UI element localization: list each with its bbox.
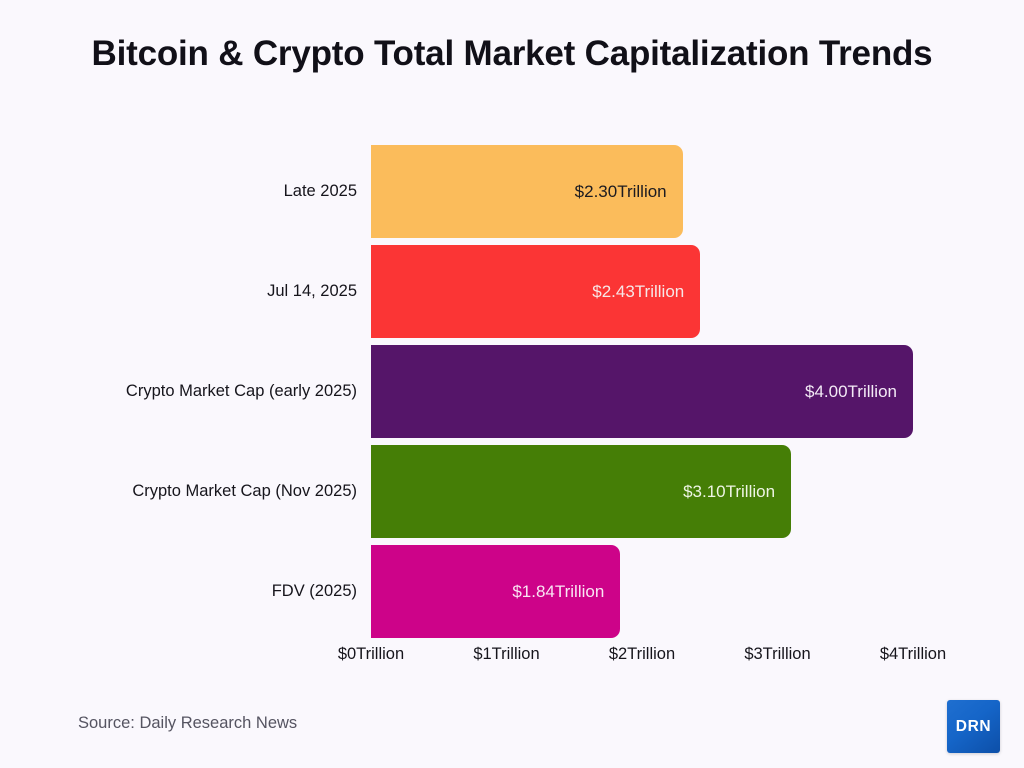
brand-logo-text: DRN (955, 717, 992, 735)
bar-value-label: $4.00Trillion (805, 381, 897, 401)
bar-row: Late 2025 $2.30Trillion (0, 145, 1024, 238)
bar[interactable]: $1.84Trillion (371, 545, 621, 638)
category-label: Crypto Market Cap (Nov 2025) (132, 482, 357, 500)
chart-title: Bitcoin & Crypto Total Market Capitaliza… (91, 34, 933, 73)
bar-row: Crypto Market Cap (early 2025) $4.00Trill… (0, 345, 1024, 438)
bar[interactable]: $2.30Trillion (371, 145, 683, 238)
bar-value-label: $3.10Trillion (683, 481, 776, 501)
category-label: Crypto Market Cap (early 2025) (125, 382, 357, 400)
x-axis-tick-label: $2Trillion (608, 645, 676, 663)
x-axis-tick-label: $4Trillion (879, 645, 947, 663)
bar-value-label: $2.43Trillion (592, 281, 685, 301)
x-axis: $0Trillion $1Trillion $2Trillion $3Trillion… (0, 645, 1024, 679)
bar-chart-plot-area: Late 2025 $2.30Trillion Jul 14, 2025 $2.43T… (0, 145, 1024, 645)
bar[interactable]: $3.10Trillion (371, 445, 792, 538)
category-label: Late 2025 (283, 182, 357, 200)
source-note: Source: Daily Research News (78, 714, 298, 732)
category-label: Jul 14, 2025 (267, 282, 357, 300)
bar-value-label: $2.30Trillion (574, 181, 667, 201)
category-label: FDV (2025) (271, 582, 357, 600)
bar-value-label: $1.84Trillion (512, 581, 605, 601)
bar-row: Jul 14, 2025 $2.43Trillion (0, 245, 1024, 338)
x-axis-tick-label: $1Trillion (473, 645, 540, 663)
brand-logo: DRN (947, 700, 1000, 753)
bar-row: FDV (2025) $1.84Trillion (0, 545, 1024, 638)
x-axis-tick-label: $0Trillion (337, 645, 405, 663)
bar-row: Crypto Market Cap (Nov 2025) $3.10Trillio… (0, 445, 1024, 538)
x-axis-tick-label: $3Trillion (744, 645, 811, 663)
bar[interactable]: $2.43Trillion (371, 245, 701, 338)
bar[interactable]: $4.00Trillion (371, 345, 913, 438)
